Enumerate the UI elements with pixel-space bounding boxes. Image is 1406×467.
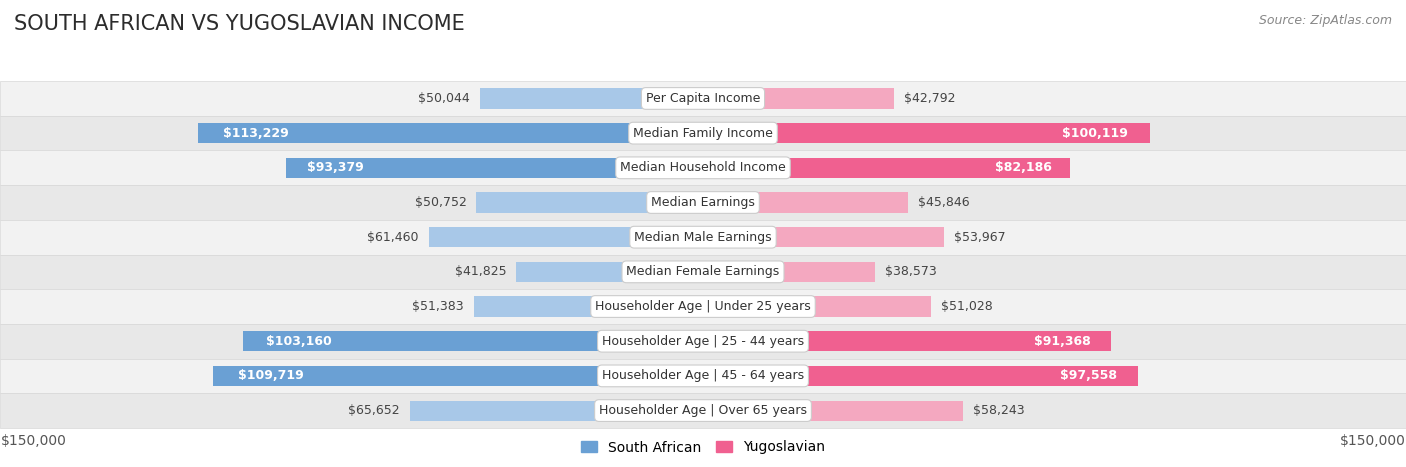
Text: $50,752: $50,752: [415, 196, 467, 209]
Bar: [198, 123, 703, 143]
Text: Median Earnings: Median Earnings: [651, 196, 755, 209]
Text: $61,460: $61,460: [367, 231, 419, 244]
Bar: [287, 158, 703, 178]
Bar: [0, 116, 1406, 150]
Bar: [0, 185, 1406, 220]
Text: $65,652: $65,652: [349, 404, 399, 417]
Bar: [703, 262, 875, 282]
Text: Householder Age | 45 - 64 years: Householder Age | 45 - 64 years: [602, 369, 804, 382]
Bar: [214, 366, 703, 386]
Text: $113,229: $113,229: [224, 127, 288, 140]
Bar: [477, 192, 703, 212]
Bar: [703, 331, 1111, 351]
Text: $38,573: $38,573: [886, 265, 936, 278]
Text: Median Female Earnings: Median Female Earnings: [627, 265, 779, 278]
Text: Per Capita Income: Per Capita Income: [645, 92, 761, 105]
Bar: [0, 81, 1406, 116]
Text: Householder Age | Under 25 years: Householder Age | Under 25 years: [595, 300, 811, 313]
Bar: [0, 289, 1406, 324]
Text: $82,186: $82,186: [994, 161, 1052, 174]
Bar: [243, 331, 703, 351]
Bar: [703, 123, 1150, 143]
Bar: [0, 393, 1406, 428]
Bar: [0, 359, 1406, 393]
Text: Source: ZipAtlas.com: Source: ZipAtlas.com: [1258, 14, 1392, 27]
Bar: [0, 255, 1406, 289]
Text: Median Family Income: Median Family Income: [633, 127, 773, 140]
Bar: [0, 324, 1406, 359]
Text: $97,558: $97,558: [1060, 369, 1116, 382]
Bar: [703, 88, 894, 108]
Text: $58,243: $58,243: [973, 404, 1025, 417]
Text: Householder Age | Over 65 years: Householder Age | Over 65 years: [599, 404, 807, 417]
Text: SOUTH AFRICAN VS YUGOSLAVIAN INCOME: SOUTH AFRICAN VS YUGOSLAVIAN INCOME: [14, 14, 465, 34]
Bar: [474, 297, 703, 317]
Text: $93,379: $93,379: [307, 161, 364, 174]
Text: Householder Age | 25 - 44 years: Householder Age | 25 - 44 years: [602, 335, 804, 348]
Text: $103,160: $103,160: [266, 335, 332, 348]
Bar: [516, 262, 703, 282]
Text: $100,119: $100,119: [1062, 127, 1128, 140]
Legend: South African, Yugoslavian: South African, Yugoslavian: [575, 435, 831, 460]
Bar: [0, 150, 1406, 185]
Bar: [703, 297, 931, 317]
Text: $45,846: $45,846: [918, 196, 969, 209]
Text: $51,383: $51,383: [412, 300, 464, 313]
Text: Median Household Income: Median Household Income: [620, 161, 786, 174]
Text: Median Male Earnings: Median Male Earnings: [634, 231, 772, 244]
Text: $42,792: $42,792: [904, 92, 956, 105]
Bar: [411, 401, 703, 421]
Text: $109,719: $109,719: [238, 369, 304, 382]
Bar: [703, 158, 1070, 178]
Bar: [703, 366, 1139, 386]
Bar: [0, 220, 1406, 255]
Bar: [429, 227, 703, 247]
Bar: [703, 192, 908, 212]
Bar: [479, 88, 703, 108]
Text: $50,044: $50,044: [418, 92, 470, 105]
Bar: [703, 401, 963, 421]
Text: $53,967: $53,967: [953, 231, 1005, 244]
Text: $91,368: $91,368: [1033, 335, 1091, 348]
Bar: [703, 227, 943, 247]
Text: $41,825: $41,825: [454, 265, 506, 278]
Text: $51,028: $51,028: [941, 300, 993, 313]
